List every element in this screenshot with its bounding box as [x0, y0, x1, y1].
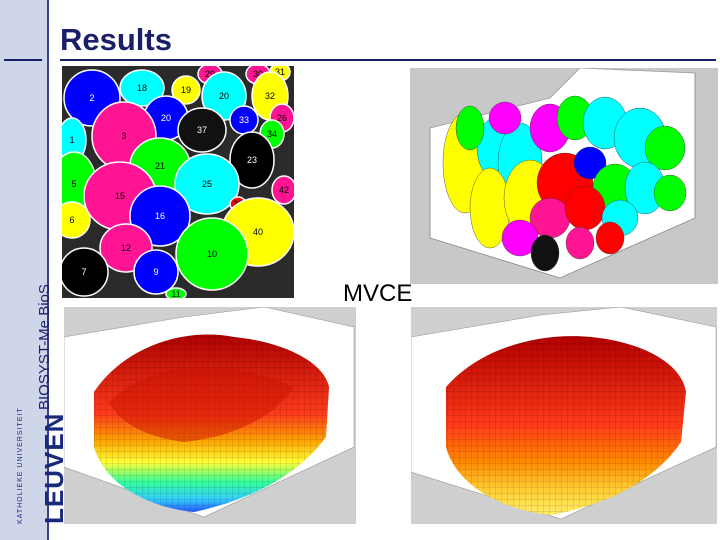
ellipsoid-blob — [564, 185, 606, 231]
side-title: BIOSYST-Me.BioS — [36, 284, 53, 410]
segmentation-cell-label: 21 — [155, 161, 165, 171]
segmentation-cell-label: 40 — [253, 227, 263, 237]
ellipsoid-blob — [488, 101, 522, 135]
ellipsoid-blob — [530, 234, 560, 272]
segmentation-cell-label: 30 — [253, 69, 263, 79]
mvce-label: MVCE — [343, 280, 413, 307]
segmentation-cell-label: 32 — [265, 91, 275, 101]
segmentation-cell-label: 9 — [153, 267, 158, 277]
title-rule-left — [4, 59, 42, 61]
segmentation-cell — [271, 175, 294, 205]
segmentation-cell — [133, 249, 179, 295]
segmentation-cell — [171, 75, 201, 105]
sidebar-band — [0, 0, 48, 540]
segmentation-cell-label: 5 — [71, 179, 76, 189]
page-title: Results — [60, 22, 172, 57]
segmentation-canvas: 2930312181920322033263734312152315254236… — [62, 66, 294, 298]
segmentation-cell-label: 18 — [137, 83, 147, 93]
segmentation-cell — [175, 217, 249, 291]
segmentation-cell-label: 7 — [81, 267, 86, 277]
segmentation-cell-label: 33 — [239, 115, 249, 125]
segmentation-cell-label: 20 — [219, 91, 229, 101]
ellipsoid-blob — [573, 146, 607, 180]
segmentation-cell-label: 31 — [275, 67, 285, 77]
surface-left-canvas — [64, 307, 355, 518]
surface-3d-plot-left — [64, 307, 356, 524]
ellipsoid-3d-plot — [410, 68, 718, 284]
segmentation-cell-label: 23 — [247, 155, 257, 165]
segmentation-cell-label: 11 — [171, 289, 180, 298]
segmentation-cell — [229, 131, 275, 189]
segmentation-cell-label: 16 — [155, 211, 165, 221]
segmentation-cell-label: 20 — [161, 113, 171, 123]
segmentation-cell — [119, 69, 165, 107]
segmentation-cell-label: 1 — [69, 135, 74, 145]
segmentation-cell — [174, 153, 240, 215]
ellipsoid-blob — [595, 221, 625, 255]
segmentation-cell-label: 42 — [279, 185, 289, 195]
ellipsoid-plot-canvas — [429, 68, 696, 279]
ellipsoid-blob — [455, 105, 485, 151]
segmentation-cell — [177, 107, 227, 153]
segmentation-cell-label: 34 — [267, 129, 277, 139]
segmentation-cell-label: 26 — [277, 113, 287, 123]
sidebar-divider — [47, 0, 49, 540]
segmentation-cell-label: 15 — [115, 191, 125, 201]
ellipsoid-blob — [565, 226, 595, 260]
segmentation-cell-label: 12 — [121, 243, 131, 253]
segmentation-cell-label: 19 — [181, 85, 191, 95]
segmentation-cell-label: 6 — [69, 215, 74, 225]
ellipsoid-blob — [653, 174, 687, 212]
segmentation-image: 2930312181920322033263734312152315254236… — [62, 66, 294, 298]
surface-3d-plot-right — [411, 307, 717, 524]
segmentation-cell — [62, 201, 91, 239]
surface-right-canvas — [411, 307, 717, 520]
segmentation-cell-label: 2 — [89, 93, 94, 103]
segmentation-cell — [62, 247, 109, 297]
university-logo-subtitle: KATHOLIEKE UNIVERSITEIT — [17, 407, 24, 524]
segmentation-cell — [165, 287, 187, 298]
segmentation-cell-label: 29 — [205, 69, 215, 79]
title-rule — [60, 59, 716, 61]
segmentation-cell-label: 3 — [121, 131, 126, 141]
segmentation-cell-label: 10 — [207, 249, 217, 259]
segmentation-cell-label: 37 — [197, 125, 207, 135]
segmentation-cell-label: 25 — [202, 179, 212, 189]
ellipsoid-blob — [644, 125, 686, 171]
